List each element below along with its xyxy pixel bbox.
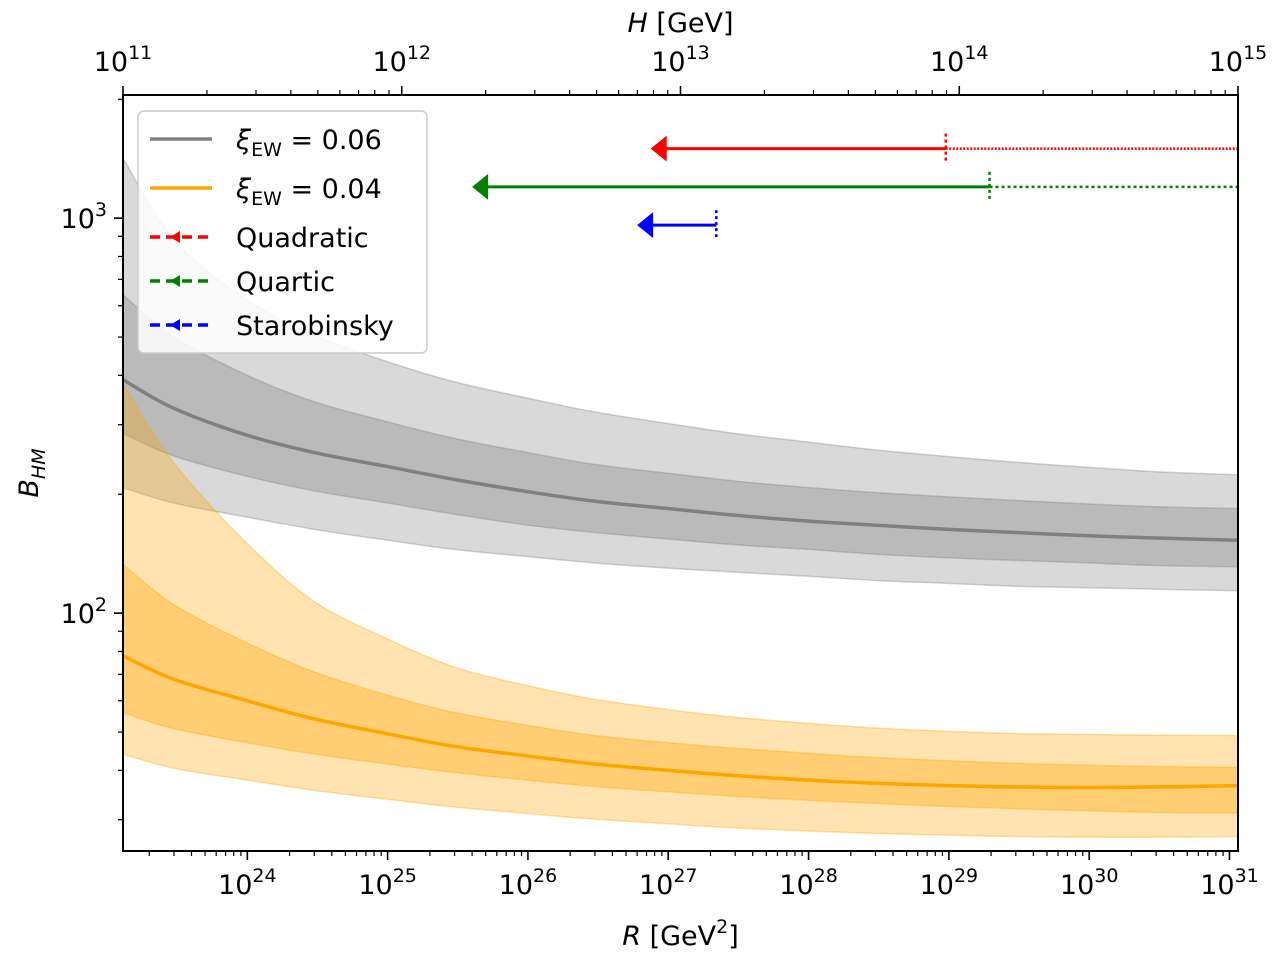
top-tick-label-11: 1011 [94,42,153,78]
arrow-quartic [472,171,1238,202]
top-tick-label-13: 1013 [651,42,710,78]
ticks [114,86,1239,860]
inner-band-1 [123,293,1238,568]
arrow-head-quartic [472,173,489,200]
bottom-tick-label-31: 1031 [1200,865,1259,901]
data-layer [123,133,1238,838]
legend-arrowhead-starobinsky [170,319,180,331]
legend-arrowhead-quadratic [170,231,180,243]
arrow-head-starobinsky [637,212,654,239]
legend: ξEW = 0.06 ξEW = 0.04 Quadratic Quartic Star… [137,110,428,354]
legend-label-quadratic: Quadratic [236,223,369,254]
legend-label-starobinsky: Starobinsky [236,311,394,342]
bottom-tick-label-28: 1028 [779,865,838,901]
top-tick-label-12: 1012 [372,42,431,78]
bottom-tick-label-26: 1026 [499,865,558,901]
inner-band-2 [123,563,1238,814]
arrow-head-quadratic [650,135,667,162]
top-axis-label: H [GeV] [628,8,734,39]
y-tick-label-2: 102 [61,594,107,630]
legend-label-2: ξEW = 0.04 [235,174,382,210]
series-2 [123,382,1238,838]
plot-area: 1024 1025 1026 1027 1028 1029 1030 1031 1011 1012… [14,8,1267,952]
legend-label-1: ξEW = 0.06 [235,125,382,161]
outer-band-2 [123,382,1238,838]
legend-box [137,110,428,354]
top-tick-label-14: 1014 [930,42,989,78]
bottom-tick-label-25: 1025 [358,865,417,901]
bottom-tick-label-30: 1030 [1060,865,1119,901]
legend-arrowhead-quartic [170,275,180,287]
arrow-quadratic [650,133,1238,164]
central-line-1 [123,378,1238,542]
legend-label-quartic: Quartic [236,267,335,298]
central-line-2 [123,654,1238,790]
y-tick-label-3: 103 [61,199,107,235]
bottom-tick-label-24: 1024 [218,865,277,901]
y-axis-label: BHM [14,448,50,497]
bottom-tick-label-27: 1027 [639,865,698,901]
top-tick-label-15: 1015 [1209,42,1268,78]
bottom-tick-label-29: 1029 [920,865,979,901]
arrow-starobinsky [637,210,718,241]
x-axis-label: R [GeV2] [622,916,739,952]
